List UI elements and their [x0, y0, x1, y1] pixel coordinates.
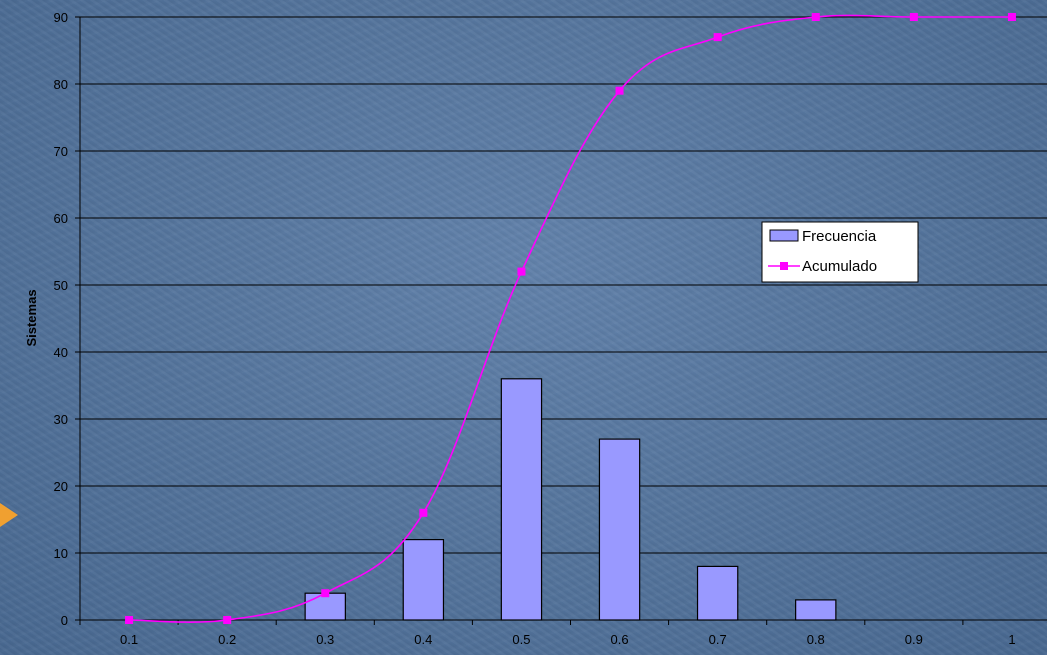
marker-0.3: [321, 589, 330, 598]
marker-0.4: [419, 508, 428, 517]
x-tick-label: 0.4: [414, 632, 432, 647]
marker-0.5: [517, 267, 526, 276]
legend: Frecuencia Acumulado: [761, 221, 919, 283]
marker-1: [1007, 13, 1016, 21]
bar-0.3: [304, 592, 346, 621]
bars-frecuencia: [304, 378, 837, 621]
marker-0.2: [223, 616, 232, 624]
y-tick-label: 70: [54, 144, 68, 159]
x-tick-label: 0.6: [611, 632, 629, 647]
x-tick-label: 0.9: [905, 632, 923, 647]
marker-0.8: [811, 13, 820, 21]
x-tick-label: 0.3: [316, 632, 334, 647]
legend-label-frecuencia: Frecuencia: [802, 228, 877, 245]
x-tick-label: 0.8: [807, 632, 825, 647]
marker-0.7: [713, 33, 722, 42]
legend-swatch-frecuencia: [769, 229, 799, 242]
line-acumulado: [125, 13, 1016, 624]
slide-bullet-arrow: [0, 503, 18, 527]
y-tick-label: 30: [54, 412, 68, 427]
x-tick-label: 0.7: [709, 632, 727, 647]
marker-0.6: [615, 86, 624, 95]
axes: [75, 16, 1047, 625]
marker-0.1: [125, 616, 134, 624]
y-axis-title: Sistemas: [24, 289, 39, 346]
y-tick-label: 20: [54, 479, 68, 494]
bar-0.7: [696, 565, 739, 621]
marker-0.9: [909, 13, 918, 21]
line-path-acumulado: [129, 14, 1012, 623]
y-tick-label: 50: [54, 278, 68, 293]
bar-0.4: [402, 538, 445, 621]
y-tick-label: 60: [54, 211, 68, 226]
y-tick-label: 40: [54, 345, 68, 360]
legend-label-acumulado: Acumulado: [802, 258, 877, 275]
x-tick-label: 0.1: [120, 632, 138, 647]
decor-layer: [0, 503, 18, 527]
legend-marker-acumulado: [780, 262, 788, 270]
bar-0.8: [795, 599, 837, 621]
gridlines: [80, 16, 1047, 554]
y-tick-label: 90: [54, 10, 68, 25]
y-tick-label: 0: [61, 613, 68, 628]
x-tick-label: 0.2: [218, 632, 236, 647]
tick-labels: 0 10 20 30 40 50 60 70 80 90 0.1 0.2 0.3 0.4 0.5 0.6 0.7…: [54, 10, 1016, 647]
x-tick-label: 1: [1008, 632, 1015, 647]
bar-0.5: [500, 378, 543, 621]
bar-0.6: [598, 438, 641, 621]
y-tick-label: 80: [54, 77, 68, 92]
y-tick-label: 10: [54, 546, 68, 561]
x-tick-label: 0.5: [512, 632, 530, 647]
